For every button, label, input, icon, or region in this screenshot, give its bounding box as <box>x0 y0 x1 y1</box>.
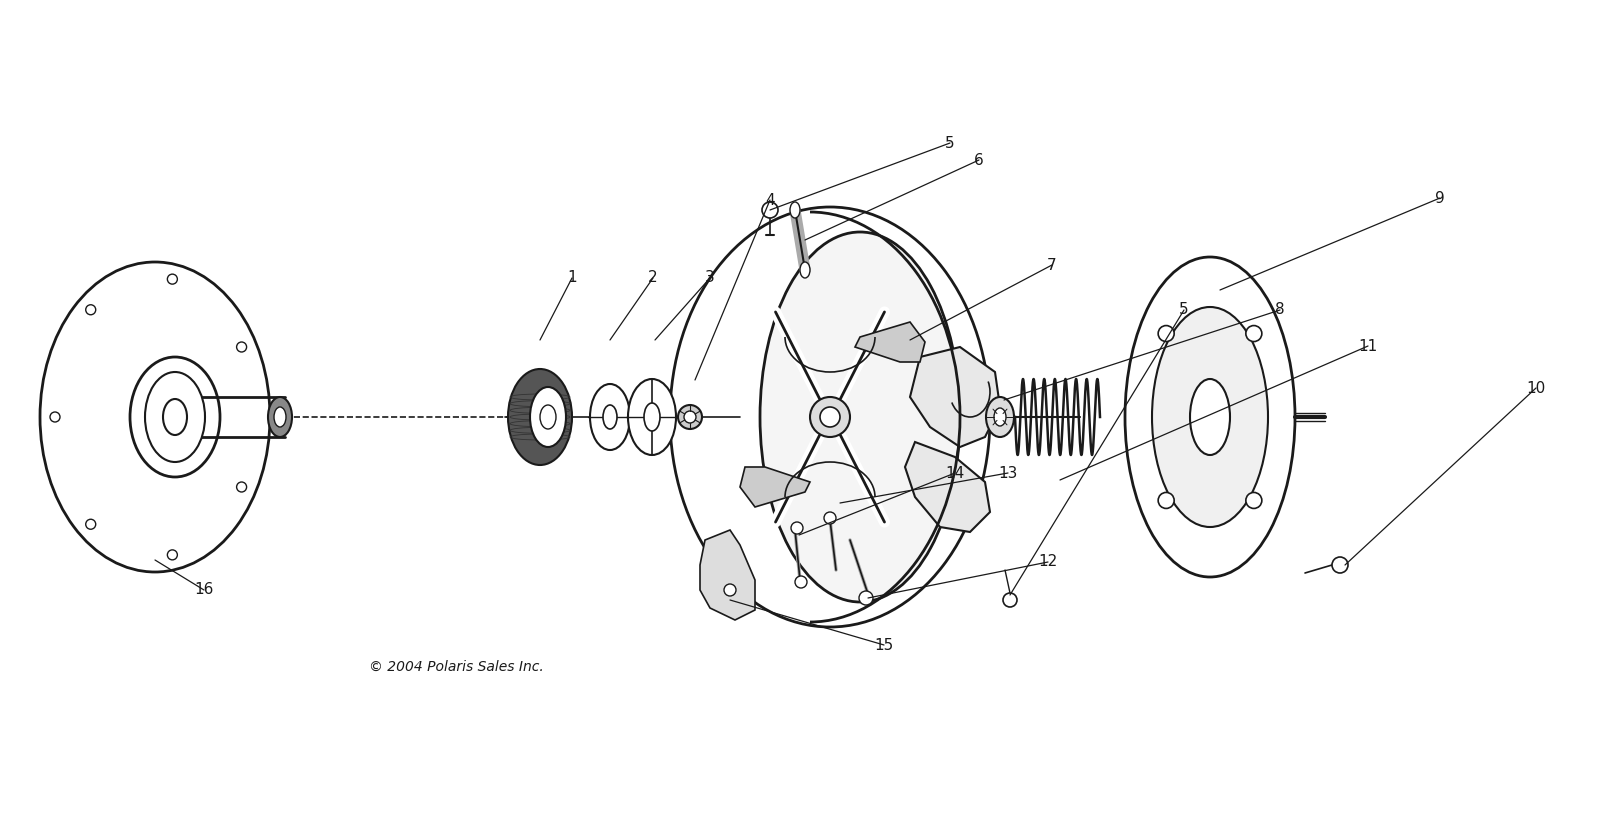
Ellipse shape <box>166 397 182 437</box>
Ellipse shape <box>800 262 810 278</box>
Ellipse shape <box>986 397 1014 437</box>
Text: 3: 3 <box>706 270 715 285</box>
Text: 9: 9 <box>1435 190 1445 205</box>
Circle shape <box>237 482 246 492</box>
Ellipse shape <box>994 408 1006 426</box>
Circle shape <box>762 202 778 218</box>
Text: 7: 7 <box>1046 258 1058 273</box>
Ellipse shape <box>40 262 270 572</box>
Ellipse shape <box>760 232 960 602</box>
Text: 5: 5 <box>1179 303 1189 318</box>
Circle shape <box>237 342 246 352</box>
Circle shape <box>685 411 696 423</box>
Text: 1: 1 <box>566 270 578 285</box>
Ellipse shape <box>627 379 675 455</box>
Text: 5: 5 <box>946 135 955 150</box>
Circle shape <box>1246 492 1262 509</box>
Circle shape <box>50 412 61 422</box>
Circle shape <box>795 576 806 588</box>
Circle shape <box>723 584 736 596</box>
Circle shape <box>1158 325 1174 342</box>
Ellipse shape <box>130 357 221 477</box>
Ellipse shape <box>274 407 286 427</box>
Circle shape <box>86 520 96 530</box>
Ellipse shape <box>670 207 990 627</box>
Ellipse shape <box>146 372 205 462</box>
Text: 6: 6 <box>974 153 984 168</box>
Ellipse shape <box>509 369 573 465</box>
Circle shape <box>1003 593 1018 607</box>
Ellipse shape <box>541 405 557 429</box>
Ellipse shape <box>163 399 187 435</box>
Ellipse shape <box>590 384 630 450</box>
Circle shape <box>168 274 178 284</box>
Circle shape <box>790 522 803 534</box>
Polygon shape <box>701 530 755 620</box>
Text: 14: 14 <box>946 465 965 480</box>
Text: 15: 15 <box>874 637 894 652</box>
Text: 11: 11 <box>1358 339 1378 354</box>
Ellipse shape <box>269 397 291 437</box>
Text: 16: 16 <box>194 582 214 597</box>
Text: 10: 10 <box>1526 380 1546 395</box>
Circle shape <box>168 550 178 560</box>
Ellipse shape <box>790 202 800 218</box>
Circle shape <box>678 405 702 429</box>
Circle shape <box>810 397 850 437</box>
Polygon shape <box>739 467 810 507</box>
Polygon shape <box>906 442 990 532</box>
Polygon shape <box>910 347 1000 447</box>
Circle shape <box>86 304 96 314</box>
Text: 4: 4 <box>765 193 774 208</box>
Circle shape <box>1246 325 1262 342</box>
Ellipse shape <box>603 405 618 429</box>
Circle shape <box>1331 557 1347 573</box>
Text: 2: 2 <box>648 270 658 285</box>
Circle shape <box>824 512 835 524</box>
Ellipse shape <box>1152 307 1267 527</box>
Text: 12: 12 <box>1038 555 1058 570</box>
Ellipse shape <box>530 387 566 447</box>
Text: 8: 8 <box>1275 303 1285 318</box>
Ellipse shape <box>1190 379 1230 455</box>
Circle shape <box>1158 492 1174 509</box>
Ellipse shape <box>1125 257 1294 577</box>
Text: 13: 13 <box>998 465 1018 480</box>
Circle shape <box>859 591 874 605</box>
Circle shape <box>819 407 840 427</box>
Text: © 2004 Polaris Sales Inc.: © 2004 Polaris Sales Inc. <box>368 661 544 674</box>
Polygon shape <box>854 322 925 362</box>
Ellipse shape <box>643 403 661 431</box>
